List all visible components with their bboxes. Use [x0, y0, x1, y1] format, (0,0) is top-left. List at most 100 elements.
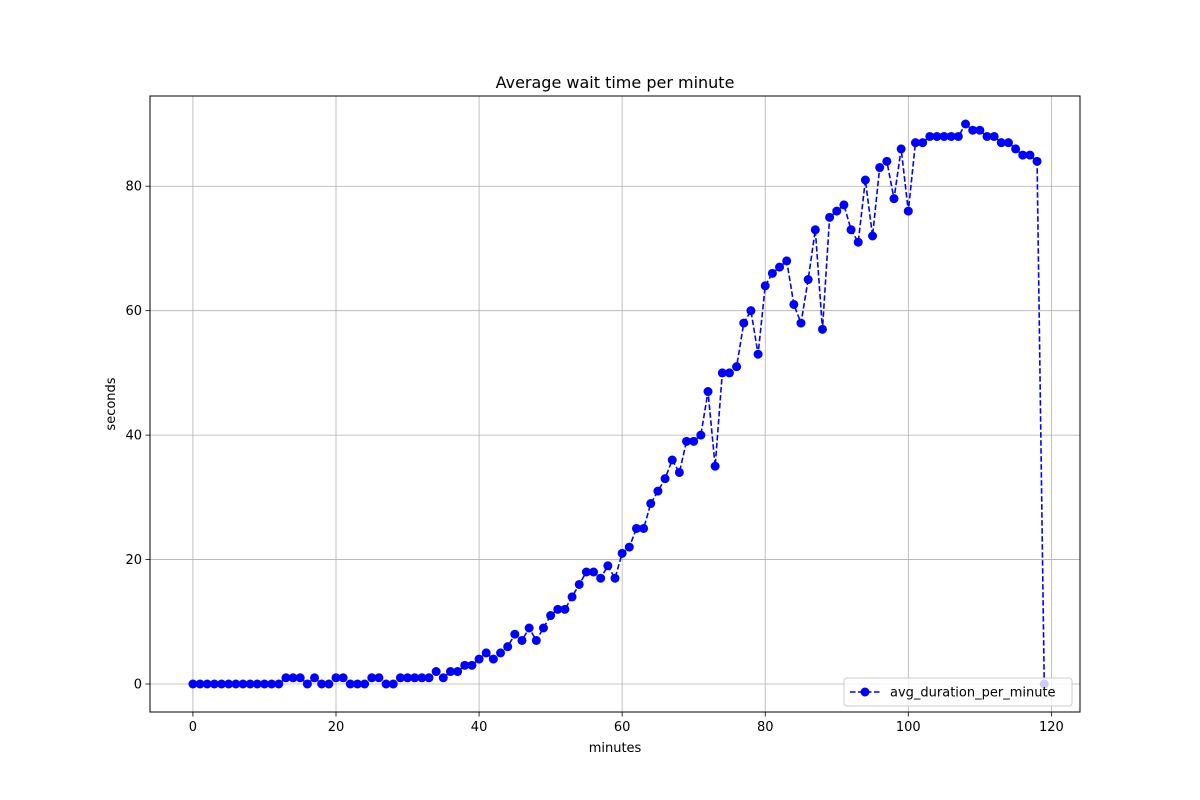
data-point	[324, 679, 334, 689]
data-point	[553, 604, 563, 614]
x-tick-label: 100	[896, 720, 921, 735]
data-point	[231, 679, 241, 689]
x-tick-label: 20	[328, 720, 345, 735]
data-point	[639, 523, 649, 533]
y-tick-label: 60	[125, 304, 142, 319]
data-point	[589, 567, 599, 577]
data-point	[345, 679, 355, 689]
y-tick-label: 80	[125, 180, 142, 195]
data-point	[352, 679, 362, 689]
data-point	[989, 131, 999, 141]
data-point	[739, 318, 749, 328]
data-point	[717, 368, 727, 378]
data-point	[660, 474, 670, 484]
series-markers	[188, 119, 1049, 689]
data-point	[996, 138, 1006, 148]
data-point	[302, 679, 312, 689]
data-point	[932, 131, 942, 141]
data-point	[281, 673, 291, 683]
data-point	[825, 212, 835, 222]
data-point	[403, 673, 413, 683]
data-point	[682, 436, 692, 446]
data-point	[903, 206, 913, 216]
data-point	[460, 660, 470, 670]
data-point	[767, 268, 777, 278]
data-point	[410, 673, 420, 683]
data-point	[875, 163, 885, 173]
data-point	[538, 623, 548, 633]
data-point	[782, 256, 792, 266]
data-point	[775, 262, 785, 272]
data-point	[395, 673, 405, 683]
data-point	[810, 225, 820, 235]
data-point	[910, 138, 920, 148]
data-point	[381, 679, 391, 689]
data-point	[674, 467, 684, 477]
data-point	[925, 131, 935, 141]
data-point	[789, 299, 799, 309]
data-point	[438, 673, 448, 683]
data-point	[982, 131, 992, 141]
data-point	[367, 673, 377, 683]
data-point	[488, 654, 498, 664]
data-point	[882, 156, 892, 166]
data-point	[1032, 156, 1042, 166]
data-point	[209, 679, 219, 689]
data-point	[331, 673, 341, 683]
data-point	[803, 275, 813, 285]
axis-ticks: 0 20 40 60 80 100 120 0 20 40 60 80	[125, 180, 1063, 735]
data-point	[195, 679, 205, 689]
data-point	[338, 673, 348, 683]
data-point	[317, 679, 327, 689]
data-point	[817, 324, 827, 334]
data-point	[567, 592, 577, 602]
data-point	[868, 231, 878, 241]
data-point	[918, 138, 928, 148]
data-point	[274, 679, 284, 689]
data-point	[188, 679, 198, 689]
data-point	[238, 679, 248, 689]
data-point	[746, 306, 756, 316]
y-axis-label: seconds	[104, 377, 119, 430]
y-tick-label: 20	[125, 553, 142, 568]
data-point	[510, 629, 520, 639]
data-point	[846, 225, 856, 235]
data-point	[267, 679, 277, 689]
data-point	[1025, 150, 1035, 160]
data-point	[496, 648, 506, 658]
data-point	[581, 567, 591, 577]
data-point	[603, 561, 613, 571]
data-point	[610, 573, 620, 583]
data-point	[574, 579, 584, 589]
data-point	[853, 237, 863, 247]
data-point	[531, 635, 541, 645]
data-point	[696, 430, 706, 440]
data-point	[703, 387, 713, 397]
data-point	[467, 660, 477, 670]
legend-marker	[860, 687, 870, 697]
data-point	[524, 623, 534, 633]
data-point	[295, 673, 305, 683]
legend: avg_duration_per_minute	[843, 677, 1073, 707]
x-tick-label: 0	[189, 720, 197, 735]
x-tick-label: 40	[471, 720, 488, 735]
data-point	[624, 542, 634, 552]
data-point	[667, 455, 677, 465]
data-point	[617, 548, 627, 558]
data-point	[968, 125, 978, 135]
data-point	[245, 679, 255, 689]
data-point	[653, 486, 663, 496]
data-point	[388, 679, 398, 689]
data-point	[889, 194, 899, 204]
data-point	[631, 523, 641, 533]
data-point	[417, 673, 427, 683]
data-point	[453, 667, 463, 677]
data-point	[760, 281, 770, 291]
data-point	[839, 200, 849, 210]
data-point	[896, 144, 906, 154]
data-point	[953, 131, 963, 141]
x-tick-label: 80	[757, 720, 774, 735]
data-point	[753, 349, 763, 359]
